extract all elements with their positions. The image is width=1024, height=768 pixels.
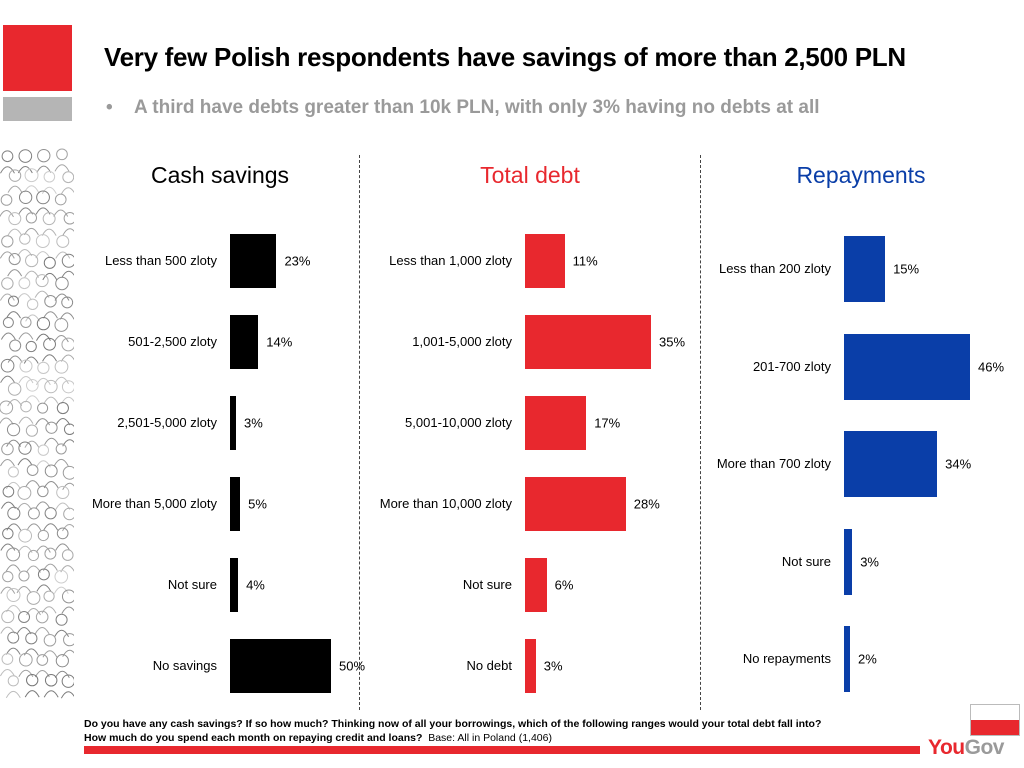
value-label: 5% (248, 496, 267, 512)
category-label: Not sure (781, 553, 831, 569)
footnote-base: Base: All in Poland (1,406) (428, 732, 552, 744)
value-label: 15% (893, 261, 920, 277)
cash-savings-row: Not sure 4% (84, 558, 356, 612)
bar (230, 639, 331, 693)
category-label: More than 700 zloty (716, 456, 831, 471)
category-label: 1,001-5,000 zloty (412, 334, 512, 349)
bar (525, 234, 565, 288)
category-label: Less than 500 zloty (104, 253, 217, 268)
value-label: 34% (945, 456, 972, 472)
value-label: 17% (594, 415, 621, 431)
bar (844, 236, 886, 302)
value-label: 28% (633, 496, 660, 512)
value-label: 4% (246, 577, 265, 593)
category-label: 201-700 zloty (752, 358, 831, 374)
chart-title: Cash savings (150, 162, 290, 188)
category-label: Less than 1,000 zloty (389, 253, 512, 268)
total-debt-row: Not sure 6% (364, 558, 696, 612)
value-label: 3% (244, 415, 263, 431)
cash-savings-chart: Cash savings Less than 500 zloty 23% 501-2… (84, 150, 365, 710)
category-label: More than 5,000 zloty (91, 496, 217, 511)
repayments-chart: Repayments Less than 200 zloty 15% 201-700… (704, 150, 1018, 710)
bar (844, 626, 850, 692)
value-label: 3% (543, 658, 563, 674)
bar (230, 234, 277, 288)
value-label: 46% (978, 359, 1005, 374)
cash-savings-row: No savings 50% (84, 639, 365, 693)
category-label: No debt (466, 658, 512, 673)
panel-divider-2 (700, 155, 701, 710)
category-label: Less than 200 zloty (718, 261, 831, 276)
bar (230, 315, 259, 369)
value-label: 35% (659, 334, 686, 350)
repayments-row: Less than 200 zloty 15% (704, 236, 1018, 302)
total-debt-row: 5,001-10,000 zloty 17% (364, 396, 696, 450)
panel-divider-1 (359, 155, 360, 710)
poland-flag-icon (970, 704, 1020, 736)
cash-savings-row: More than 5,000 zloty 5% (84, 477, 356, 531)
value-label: 6% (554, 577, 574, 593)
category-label: Not sure (167, 577, 217, 592)
bar (525, 477, 626, 531)
total-debt-chart: Total debt Less than 1,000 zloty 11% 1,001… (364, 150, 696, 710)
cash-savings-row: 501-2,500 zloty 14% (84, 315, 356, 369)
bar (844, 333, 970, 400)
value-label: 14% (266, 334, 293, 350)
bar (525, 396, 587, 450)
repayments-row: More than 700 zloty 34% (704, 431, 1018, 497)
footnote: Do you have any cash savings? If so how … (84, 717, 844, 745)
bar (230, 558, 239, 612)
total-debt-row: Less than 1,000 zloty 11% (364, 234, 696, 288)
cash-savings-row: 2,501-5,000 zloty 3% (84, 396, 356, 450)
bar (230, 396, 237, 450)
subtitle-bullet: • (106, 97, 113, 118)
category-label: No savings (152, 658, 217, 673)
cash-savings-row: Less than 500 zloty 23% (84, 234, 356, 288)
category-label: More than 10,000 zloty (379, 496, 512, 511)
bar (844, 431, 938, 497)
total-debt-row: More than 10,000 zloty 28% (364, 477, 696, 531)
category-label: Not sure (462, 577, 512, 592)
value-label: 23% (284, 253, 311, 269)
bar (844, 528, 853, 595)
category-label: 501-2,500 zloty (128, 334, 217, 349)
total-debt-row: No debt 3% (364, 639, 696, 693)
value-label: 3% (860, 554, 879, 569)
total-debt-row: 1,001-5,000 zloty 35% (364, 315, 696, 369)
category-label: No repayments (742, 651, 831, 666)
bar (230, 477, 241, 531)
chart-title: Total debt (480, 162, 580, 188)
category-label: 2,501-5,000 zloty (117, 415, 217, 430)
red-corner-block (3, 25, 72, 91)
bar (525, 315, 651, 369)
repayments-row: Not sure 3% (704, 528, 1018, 595)
page-subtitle: • A third have debts greater than 10k PLN… (106, 97, 820, 119)
footnote-question: Do you have any cash savings? If so how … (84, 718, 822, 744)
bar (525, 558, 547, 612)
yougov-logo: YouGov (928, 736, 1004, 759)
grey-corner-block (3, 97, 72, 121)
category-label: 5,001-10,000 zloty (405, 415, 512, 430)
footer-bar (84, 746, 920, 754)
page-title: Very few Polish respondents have savings… (104, 42, 906, 72)
repayments-row: No repayments 2% (704, 626, 1018, 692)
value-label: 11% (572, 253, 598, 269)
value-label: 50% (339, 658, 366, 674)
bar (525, 639, 536, 693)
chart-title: Repayments (796, 162, 926, 188)
repayments-row: 201-700 zloty 46% (704, 333, 1018, 400)
subtitle-text: A third have debts greater than 10k PLN,… (134, 97, 820, 118)
value-label: 2% (858, 651, 877, 667)
crowd-illustration-icon (0, 148, 74, 699)
